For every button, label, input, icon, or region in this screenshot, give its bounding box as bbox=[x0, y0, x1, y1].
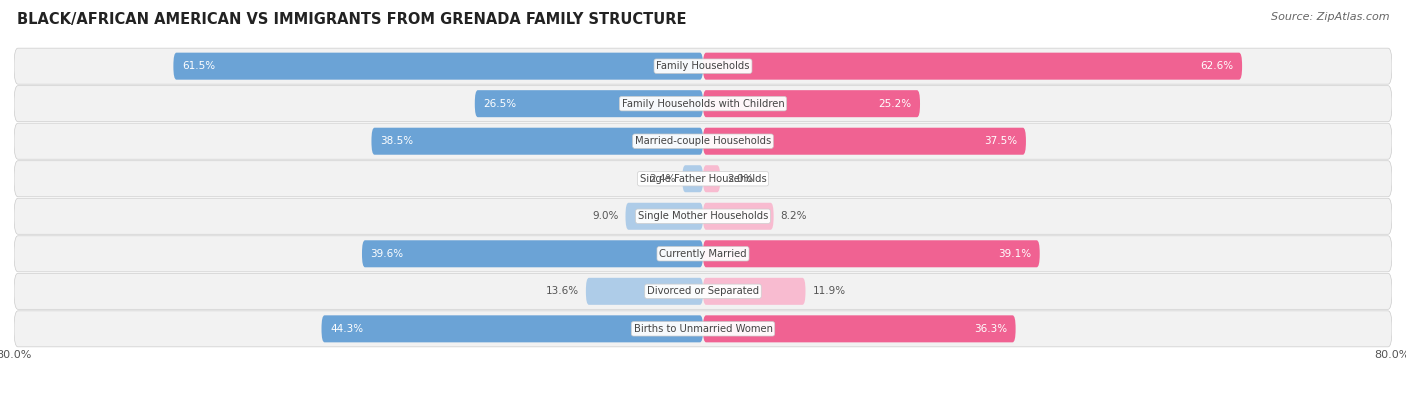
Text: Divorced or Separated: Divorced or Separated bbox=[647, 286, 759, 296]
Text: 37.5%: 37.5% bbox=[984, 136, 1018, 146]
Text: 44.3%: 44.3% bbox=[330, 324, 363, 334]
Text: Single Mother Households: Single Mother Households bbox=[638, 211, 768, 221]
Text: 8.2%: 8.2% bbox=[780, 211, 807, 221]
Text: Married-couple Households: Married-couple Households bbox=[636, 136, 770, 146]
FancyBboxPatch shape bbox=[682, 165, 703, 192]
FancyBboxPatch shape bbox=[586, 278, 703, 305]
Text: 61.5%: 61.5% bbox=[181, 61, 215, 71]
Text: 38.5%: 38.5% bbox=[380, 136, 413, 146]
FancyBboxPatch shape bbox=[703, 53, 1241, 80]
FancyBboxPatch shape bbox=[14, 161, 1392, 197]
FancyBboxPatch shape bbox=[703, 165, 720, 192]
FancyBboxPatch shape bbox=[703, 128, 1026, 155]
FancyBboxPatch shape bbox=[626, 203, 703, 230]
Text: BLACK/AFRICAN AMERICAN VS IMMIGRANTS FROM GRENADA FAMILY STRUCTURE: BLACK/AFRICAN AMERICAN VS IMMIGRANTS FRO… bbox=[17, 12, 686, 27]
Text: 39.1%: 39.1% bbox=[998, 249, 1031, 259]
Text: Source: ZipAtlas.com: Source: ZipAtlas.com bbox=[1271, 12, 1389, 22]
Text: 36.3%: 36.3% bbox=[974, 324, 1007, 334]
FancyBboxPatch shape bbox=[14, 311, 1392, 347]
FancyBboxPatch shape bbox=[322, 315, 703, 342]
FancyBboxPatch shape bbox=[475, 90, 703, 117]
FancyBboxPatch shape bbox=[703, 278, 806, 305]
Text: 25.2%: 25.2% bbox=[879, 99, 911, 109]
FancyBboxPatch shape bbox=[14, 123, 1392, 159]
FancyBboxPatch shape bbox=[371, 128, 703, 155]
FancyBboxPatch shape bbox=[14, 86, 1392, 122]
FancyBboxPatch shape bbox=[14, 236, 1392, 272]
Text: Births to Unmarried Women: Births to Unmarried Women bbox=[634, 324, 772, 334]
Text: 13.6%: 13.6% bbox=[546, 286, 579, 296]
FancyBboxPatch shape bbox=[14, 198, 1392, 234]
FancyBboxPatch shape bbox=[703, 240, 1039, 267]
Text: 11.9%: 11.9% bbox=[813, 286, 845, 296]
FancyBboxPatch shape bbox=[173, 53, 703, 80]
FancyBboxPatch shape bbox=[703, 203, 773, 230]
Text: 9.0%: 9.0% bbox=[592, 211, 619, 221]
FancyBboxPatch shape bbox=[14, 273, 1392, 309]
FancyBboxPatch shape bbox=[703, 315, 1015, 342]
FancyBboxPatch shape bbox=[14, 48, 1392, 84]
FancyBboxPatch shape bbox=[361, 240, 703, 267]
Text: 2.0%: 2.0% bbox=[727, 174, 754, 184]
Text: 39.6%: 39.6% bbox=[371, 249, 404, 259]
Text: Currently Married: Currently Married bbox=[659, 249, 747, 259]
Text: 2.4%: 2.4% bbox=[650, 174, 675, 184]
Text: Single Father Households: Single Father Households bbox=[640, 174, 766, 184]
Text: 26.5%: 26.5% bbox=[484, 99, 516, 109]
FancyBboxPatch shape bbox=[703, 90, 920, 117]
Text: 62.6%: 62.6% bbox=[1201, 61, 1233, 71]
Text: Family Households with Children: Family Households with Children bbox=[621, 99, 785, 109]
Text: Family Households: Family Households bbox=[657, 61, 749, 71]
